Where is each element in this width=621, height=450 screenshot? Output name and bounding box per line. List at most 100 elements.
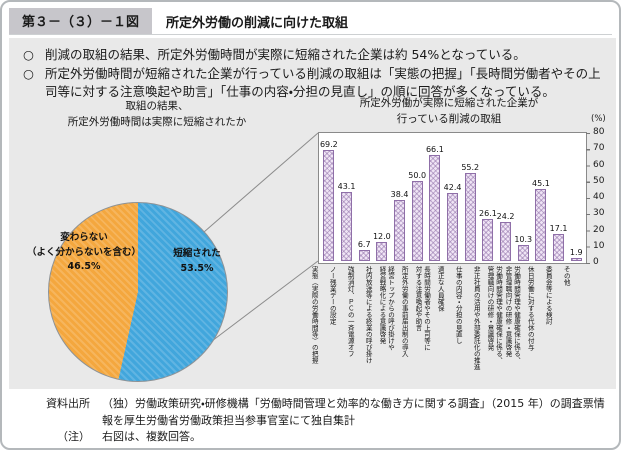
bar-category-label: 非正社員の活用や外部委託化の推進	[472, 266, 481, 370]
summary-bullets: ○ 削減の取組の結果、所定外労働時間が実際に短縮された企業は約 54%となってい…	[23, 46, 608, 101]
bar-value-label: 42.4	[443, 183, 462, 193]
bar-value-label: 69.2	[319, 140, 338, 150]
bar-value-label: 38.4	[390, 189, 409, 199]
callout-line-top	[203, 132, 319, 233]
y-axis-tick-label: 20	[593, 224, 605, 235]
bar-slot: 26.1	[479, 133, 497, 261]
bar	[394, 199, 406, 261]
bar-slot: 12.0	[373, 133, 391, 261]
bullet-item: ○ 削減の取組の結果、所定外労働時間が実際に短縮された企業は約 54%となってい…	[23, 46, 608, 64]
pie-chart-title: 取組の結果、 所定外労働時間は実際に短縮されたか	[67, 100, 247, 129]
bar-slot: 17.1	[549, 133, 568, 261]
bar-slot: 24.2	[496, 133, 515, 261]
bar	[341, 192, 352, 261]
bar	[358, 250, 370, 261]
bar-slot: 10.3	[514, 133, 532, 261]
bar-slot: 45.1	[532, 133, 550, 261]
bar-group: 69.2 43.1 6.7 12.0 38.4 50.0 66.1 42.4 5…	[320, 133, 585, 261]
bar-chart-plot: 69.2 43.1 6.7 12.0 38.4 50.0 66.1 42.4 5…	[318, 132, 587, 264]
pie-chart	[48, 202, 228, 382]
figure-title: 所定外労働の削減に向けた取組	[166, 15, 349, 31]
bar-slot: 1.9	[567, 133, 585, 261]
pie-slice-percent: 53.5%	[180, 262, 214, 274]
note-text: 右図は、複数回答。	[102, 430, 201, 443]
bar-slot: 6.7	[355, 133, 373, 261]
figure-number: 第３－（３）－１図	[9, 8, 153, 34]
bar-category-label: 適正な人員確保	[436, 266, 445, 312]
figure-footer: 資料出所 （独）労働政策研究・研修機構「労働時間管理と効率的な働き方に関する調査…	[32, 396, 607, 446]
y-axis-tick-label: 0	[593, 257, 599, 267]
bar-value-label: 66.1	[425, 145, 444, 155]
bar-category-label: 実態（実際の労働時間等）の把握	[310, 266, 319, 364]
y-axis-tick-label: 30	[593, 208, 605, 219]
bar	[429, 155, 441, 261]
bar	[447, 193, 459, 261]
content-panel: ○ 削減の取組の結果、所定外労働時間が実際に短縮された企業は約 54%となってい…	[9, 38, 616, 389]
bar-category-label: 委員会等による検討	[544, 266, 553, 325]
bar-category-label: 長時間労働者やその上司等に 対する注意喚起や助言	[414, 266, 431, 351]
bar-category-label: 強制消灯、ＰＣの一斉電源オフ	[346, 266, 355, 357]
bar-category-label: その他	[562, 266, 571, 286]
bar-value-label: 50.0	[408, 171, 427, 180]
bar-slot: 38.4	[390, 133, 409, 261]
bar-slot: 55.2	[461, 133, 479, 261]
y-axis-ticks	[586, 133, 590, 264]
figure-header: 第３－（３）－１図 所定外労働の削減に向けた取組	[9, 8, 612, 35]
bar-value-label: 55.2	[461, 162, 480, 172]
bar	[323, 150, 335, 261]
bar-slot: 42.4	[443, 133, 462, 261]
pie-slice-label-shortened: 短縮された 53.5%	[152, 247, 242, 276]
bar-category-label: 仕事の内容・分担の見直し	[454, 266, 463, 344]
pie-slice-label-unchanged: 変わらない （よく分からないを含む） 46.5%	[12, 231, 156, 275]
y-axis-tick-label: 50	[593, 175, 605, 186]
bar-value-label: 43.1	[337, 182, 356, 191]
bar	[500, 222, 512, 261]
bar	[535, 188, 547, 261]
y-axis-tick-label: 40	[593, 192, 605, 202]
bar-value-label: 6.7	[357, 240, 371, 250]
pie-slice-text: 短縮された	[173, 248, 221, 259]
bar-slot: 69.2	[320, 133, 338, 261]
bar-category-label: 労働時間管理や健康確保に係る、 非管理職向けの研修・意識啓発	[504, 266, 521, 364]
bar	[376, 241, 388, 261]
y-axis-tick-label: 80	[593, 127, 605, 137]
source-text: （独）労働政策研究・研修機構「労働時間管理と効率的な働き方に関する調査」（201…	[102, 397, 605, 427]
bar-category-label: 休日労働に対する代休の付与	[526, 266, 535, 351]
bar-category-label: 経営トップからの呼び掛けや 経営戦略化による意識啓発	[378, 266, 395, 351]
y-axis-labels: 80 70 60 50 40 30 20 10 0	[593, 127, 617, 267]
y-axis-unit-label: (%)	[591, 114, 606, 124]
pie-slice-text: 変わらない （よく分からないを含む）	[26, 232, 141, 258]
bar-category-label: 労働時間管理や健康確保に係る、 管理職向けの研修・意識啓発	[486, 266, 503, 364]
bar-category-label: 所定外労働の事前届出制の導入	[400, 266, 409, 357]
bar	[553, 233, 565, 261]
bullet-item: ○ 所定外労働時間が短縮された企業が行っている削減の取組は「実態の把握」「長時間…	[23, 65, 608, 101]
y-axis-tick-label: 10	[593, 240, 605, 251]
bar-chart-title: 所定外労働が実際に短縮された企業が 行っている削減の取組	[359, 97, 539, 126]
bar-category-labels: 実態（実際の労働時間等）の把握 ノー残業デーの設定 強制消灯、ＰＣの一斉電源オフ…	[305, 266, 575, 386]
note-label: （注）	[57, 430, 90, 443]
bar-value-label: 10.3	[514, 234, 533, 244]
source-label: 資料出所	[46, 397, 90, 410]
bar	[517, 244, 529, 261]
bar-value-label: 45.1	[532, 178, 550, 188]
bar-category-label: ノー残業デーの設定	[328, 266, 337, 325]
y-axis-tick-label: 70	[593, 143, 605, 154]
bar-slot: 50.0	[408, 133, 426, 261]
bar-value-label: 12.0	[372, 231, 391, 241]
pie-slice-percent: 46.5%	[67, 261, 101, 273]
bar-value-label: 24.2	[496, 212, 515, 222]
bullet-marker: ○	[23, 65, 34, 81]
bar-slot: 43.1	[337, 133, 356, 261]
y-axis-tick-label: 60	[593, 159, 605, 170]
bar	[570, 258, 582, 261]
bar-slot: 66.1	[426, 133, 444, 261]
bar-category-label: 社内放送等による終業の呼び掛け	[364, 266, 373, 364]
bar-value-label: 17.1	[549, 223, 568, 233]
bullet-marker: ○	[23, 47, 34, 62]
bar	[411, 181, 423, 261]
bar-value-label: 1.9	[569, 248, 583, 257]
bullet-text: 所定外労働時間が短縮された企業が行っている削減の取組は「実態の把握」「長時間労働…	[45, 65, 601, 99]
bar-value-label: 26.1	[478, 209, 497, 219]
bar	[464, 172, 476, 261]
